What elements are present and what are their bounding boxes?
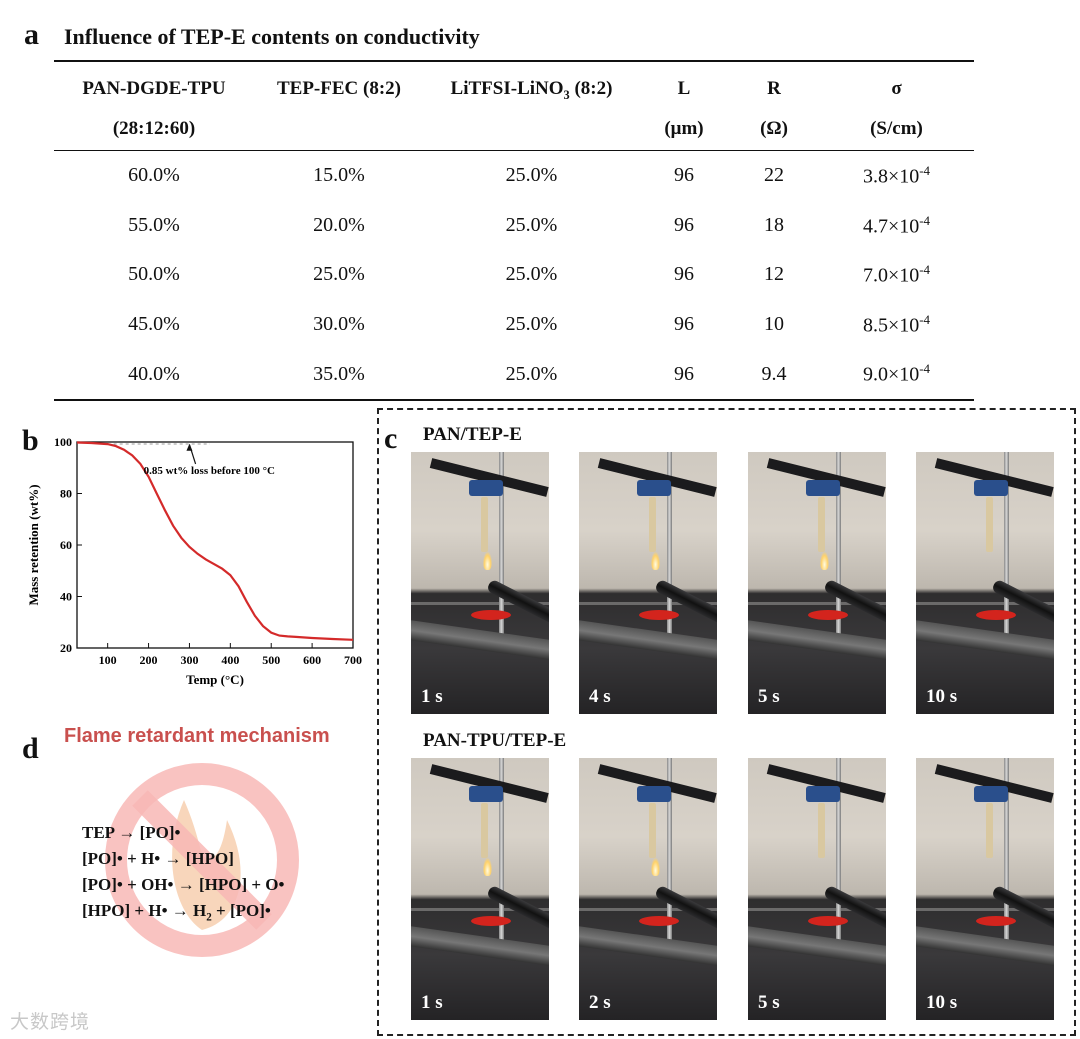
cell-r: 10	[764, 313, 784, 336]
time-label: 1 s	[421, 992, 443, 1013]
reaction-equations: TEP → [PO]• [PO]• + H• → [HPO] [PO]• + O…	[82, 820, 284, 930]
cell-sigma: 7.0×10-4	[862, 262, 931, 287]
cell-li: 25.0%	[505, 263, 558, 286]
cell-pdt: 55.0%	[128, 213, 180, 236]
cell-sigma: 4.7×10-4	[862, 212, 931, 238]
annotation-label: 0.85 wt% loss before 100 °C	[144, 465, 275, 477]
header-ratio: (28:12:60)	[112, 118, 196, 139]
x-tick-label: 600	[303, 653, 321, 667]
x-tick-label: 400	[221, 653, 239, 667]
cell-li: 25.0%	[505, 313, 558, 336]
panel-d-title: Flame retardant mechanism	[64, 725, 330, 747]
cell-l: 96	[674, 164, 694, 187]
reaction-1: TEP → [PO]•	[82, 823, 181, 842]
x-tick-label: 100	[99, 653, 117, 667]
flame-test-photo: 1 s	[411, 452, 549, 714]
header-litfsi-lino3: LiTFSI-LiNO3 (8:2)	[450, 78, 613, 102]
header-pan-dgde-tpu: PAN-DGDE-TPU	[82, 78, 226, 99]
time-label: 10 s	[926, 992, 958, 1013]
x-tick-label: 500	[262, 653, 280, 667]
cell-pdt: 50.0%	[128, 263, 180, 286]
table-row: 55.0% 20.0% 25.0% 96 18 4.7×10-4	[54, 201, 974, 251]
cell-sigma: 9.0×10-4	[862, 361, 931, 386]
cell-li: 25.0%	[505, 362, 558, 385]
header-l: L	[677, 78, 691, 99]
flame-test-photo: 10 s	[916, 758, 1054, 1020]
table-row: 40.0% 35.0% 25.0% 96 9.4 9.0×10-4	[54, 349, 974, 400]
flame-test-photo: 1 s	[411, 758, 549, 1020]
cell-pdt: 40.0%	[128, 362, 180, 385]
x-axis-label: Temp (°C)	[186, 672, 244, 687]
y-axis-label: Mass retention (wt%)	[26, 484, 41, 605]
panel-b-letter: b	[22, 424, 39, 457]
watermark: 大数跨境	[10, 1011, 91, 1033]
time-label: 5 s	[758, 686, 780, 707]
cell-tep: 20.0%	[313, 213, 365, 236]
flame-test-photo: 5 s	[748, 758, 886, 1020]
y-tick-label: 100	[54, 435, 72, 449]
time-label: 5 s	[758, 992, 780, 1013]
flame-test-photo: 10 s	[916, 452, 1054, 714]
cell-sigma: 3.8×10-4	[862, 162, 931, 188]
time-label: 1 s	[421, 686, 443, 707]
panel-a-letter: a	[24, 18, 39, 51]
tga-chart: 100 200 300 400 500 600 700 20 40 60 80 100 Temp (°C…	[26, 435, 362, 687]
reaction-2: [PO]• + H• → [HPO]	[82, 849, 234, 868]
header-r: R	[767, 78, 781, 99]
x-tick-label: 200	[140, 653, 158, 667]
panel-a-title: Influence of TEP-E contents on conductiv…	[64, 24, 480, 49]
conductivity-table: PAN-DGDE-TPU TEP-FEC (8:2) LiTFSI-LiNO3 …	[54, 60, 974, 401]
reaction-4: [HPO] + H• → H2 + [PO]•	[82, 901, 271, 924]
table-row: 60.0% 15.0% 25.0% 96 22 3.8×10-4	[54, 151, 974, 201]
header-tep-fec: TEP-FEC (8:2)	[276, 78, 401, 99]
cell-pdt: 60.0%	[128, 164, 180, 187]
no-fire-icon	[105, 763, 299, 957]
cell-tep: 25.0%	[313, 263, 365, 286]
cell-l: 96	[674, 362, 694, 385]
cell-tep: 15.0%	[313, 164, 365, 187]
header-sigma: σ	[891, 78, 902, 99]
panel-d-letter: d	[22, 732, 39, 765]
reaction-3: [PO]• + OH• → [HPO] + O•	[82, 875, 285, 894]
flame-test-photo: 5 s	[748, 452, 886, 714]
panel-c-letter: c	[384, 422, 398, 455]
flame-test-photo: 2 s	[579, 758, 717, 1020]
cell-r: 9.4	[761, 362, 787, 385]
flame-test-photo: 4 s	[579, 452, 717, 714]
table-row: 50.0% 25.0% 25.0% 96 12 7.0×10-4	[54, 250, 974, 300]
x-tick-label: 300	[180, 653, 198, 667]
row-label-pan-tep-e: PAN/TEP-E	[423, 424, 522, 445]
annotation-arrowhead	[186, 443, 193, 451]
cell-pdt: 45.0%	[128, 313, 180, 336]
x-tick-label: 700	[344, 653, 362, 667]
cell-r: 22	[764, 164, 784, 187]
cell-sigma: 8.5×10-4	[862, 311, 931, 337]
cell-li: 25.0%	[505, 213, 558, 236]
header-sigma-unit: (S/cm)	[870, 118, 923, 139]
time-label: 2 s	[589, 992, 611, 1013]
y-tick-label: 60	[60, 538, 72, 552]
y-tick-label: 80	[60, 487, 72, 501]
table-row: 45.0% 30.0% 25.0% 96 10 8.5×10-4	[54, 300, 974, 350]
cell-li: 25.0%	[505, 164, 558, 187]
cell-l: 96	[674, 313, 694, 336]
cell-r: 12	[764, 263, 784, 286]
time-label: 10 s	[926, 686, 958, 707]
time-label: 4 s	[589, 686, 611, 707]
cell-l: 96	[674, 263, 694, 286]
cell-tep: 30.0%	[313, 313, 365, 336]
cell-l: 96	[674, 213, 694, 236]
cell-tep: 35.0%	[313, 362, 365, 385]
series-line	[76, 441, 354, 641]
header-r-unit: (Ω)	[760, 118, 788, 139]
y-tick-label: 20	[60, 641, 72, 655]
cell-r: 18	[764, 213, 784, 236]
y-tick-label: 40	[60, 590, 72, 604]
row-label-pan-tpu-tep-e: PAN-TPU/TEP-E	[423, 730, 567, 751]
header-l-unit: (μm)	[664, 118, 704, 139]
